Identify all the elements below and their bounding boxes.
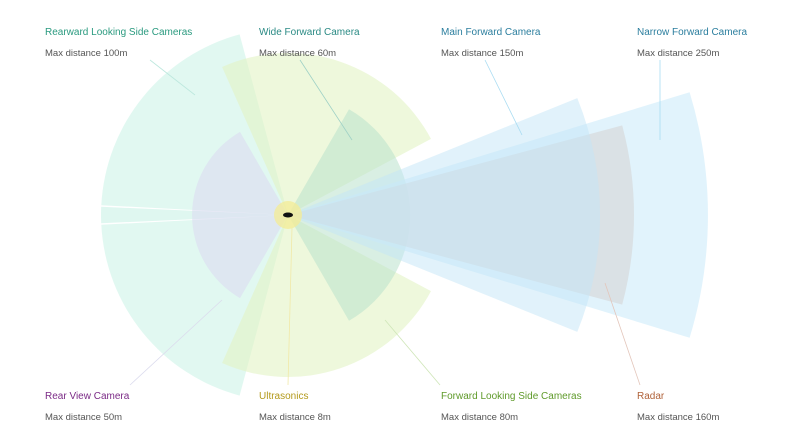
sensor-title: Forward Looking Side Cameras [441,391,582,402]
rear-view-coverage [192,131,288,299]
leader-line [604,282,641,386]
leader-line [149,59,196,96]
sensor-title: Narrow Forward Camera [637,27,747,38]
sensor-title: Main Forward Camera [441,27,541,38]
sensor-title: Rear View Camera [45,391,130,402]
sensor-range: Max distance 250m [637,48,719,59]
sensor-title: Rearward Looking Side Cameras [45,27,192,38]
car [283,212,293,218]
main-forward-coverage [288,98,601,332]
leader-line [129,299,223,386]
sensor-range: Max distance 80m [441,412,518,423]
leader-line [484,59,523,136]
sensor-range: Max distance 100m [45,48,127,59]
sensor-range: Max distance 60m [259,48,336,59]
leader-line [299,59,353,141]
leader-line [384,319,441,386]
sensor-range: Max distance 50m [45,412,122,423]
sensor-range: Max distance 160m [637,412,719,423]
sensor-title: Wide Forward Camera [259,27,360,38]
leader-line [287,227,293,386]
coverage-shapes [101,34,708,396]
forward-side-coverage [222,215,431,378]
forward-side-coverage [222,52,431,216]
sensor-range: Max distance 150m [441,48,523,59]
sensor-range: Max distance 8m [259,412,331,423]
sensor-title: Ultrasonics [259,391,308,402]
sensor-title: Radar [637,391,665,402]
